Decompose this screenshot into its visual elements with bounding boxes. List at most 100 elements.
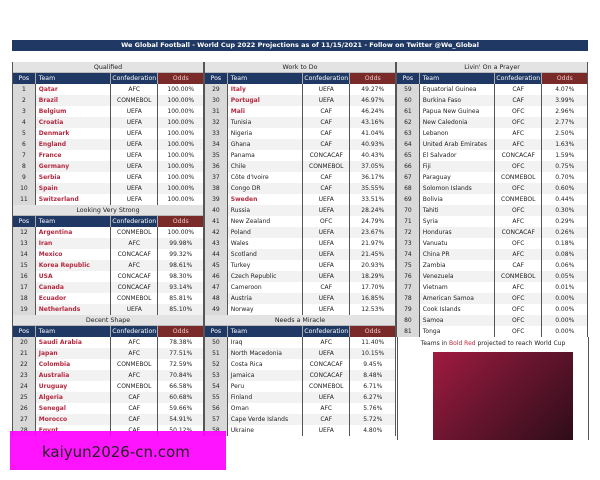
team-cell: Cameroon: [226, 282, 302, 293]
pos-cell: 24: [13, 381, 35, 392]
odds-cell: 41.04%: [349, 128, 395, 139]
odds-cell: 0.60%: [541, 183, 587, 194]
legend-note: Teams in Bold Red projected to reach Wor…: [397, 340, 589, 347]
confederation-cell: UEFA: [301, 238, 350, 249]
team-cell: Panama: [226, 150, 302, 161]
confederation-cell: AFC: [493, 282, 542, 293]
header-odds: Odds: [157, 216, 203, 227]
header-pos: Pos: [205, 326, 227, 337]
team-cell: Algeria: [34, 392, 110, 403]
odds-cell: 70.84%: [157, 370, 203, 381]
table-row: 21 Japan AFC 77.51%: [13, 348, 203, 359]
confederation-cell: UEFA: [109, 117, 158, 128]
table-row: 59 Equatorial Guinea CAF 4.07%: [397, 84, 587, 95]
odds-cell: 77.51%: [157, 348, 203, 359]
pos-cell: 25: [13, 392, 35, 403]
pos-cell: 51: [205, 348, 227, 359]
team-cell: Bolivia: [418, 194, 494, 205]
table-row: 46 Czech Republic UEFA 18.29%: [205, 271, 395, 282]
pos-cell: 3: [13, 106, 35, 117]
team-cell: Tunisia: [226, 117, 302, 128]
odds-cell: 100.00%: [157, 172, 203, 183]
team-cell: Tahiti: [418, 205, 494, 216]
table-row: 50 Iraq AFC 11.40%: [205, 337, 395, 348]
confederation-cell: CONCACAF: [109, 249, 158, 260]
table-row: 1 Qatar AFC 100.00%: [13, 84, 203, 95]
odds-cell: 72.59%: [157, 359, 203, 370]
odds-cell: 1.63%: [541, 139, 587, 150]
pos-cell: 57: [205, 414, 227, 425]
team-cell: American Samoa: [418, 293, 494, 304]
odds-cell: 59.66%: [157, 403, 203, 414]
table-row: 55 Finland UEFA 6.27%: [205, 392, 395, 403]
team-cell: Argentina: [34, 227, 110, 238]
team-cell: Ecuador: [34, 293, 110, 304]
pos-cell: 68: [397, 183, 419, 194]
confederation-cell: AFC: [109, 337, 158, 348]
table-row: 40 Russia UEFA 28.24%: [205, 205, 395, 216]
odds-cell: 0.44%: [541, 194, 587, 205]
pos-cell: 6: [13, 139, 35, 150]
pos-cell: 27: [13, 414, 35, 425]
team-cell: Solomon Islands: [418, 183, 494, 194]
odds-cell: 37.05%: [349, 161, 395, 172]
confederation-cell: CAF: [301, 414, 350, 425]
team-cell: Burkina Faso: [418, 95, 494, 106]
odds-cell: 100.00%: [157, 194, 203, 205]
confederation-cell: UEFA: [301, 84, 350, 95]
confederation-cell: AFC: [109, 370, 158, 381]
header-pos: Pos: [13, 326, 35, 337]
team-cell: Ukraine: [226, 425, 302, 436]
odds-cell: 2.77%: [541, 117, 587, 128]
confederation-cell: CAF: [301, 183, 350, 194]
confederation-cell: UEFA: [301, 293, 350, 304]
confederation-cell: CONMEBOL: [109, 381, 158, 392]
team-cell: New Zealand: [226, 216, 302, 227]
pos-cell: 14: [13, 249, 35, 260]
table-row: 60 Burkina Faso CAF 3.99%: [397, 95, 587, 106]
confederation-cell: CAF: [109, 392, 158, 403]
header-odds: Odds: [157, 326, 203, 337]
confederation-cell: OFC: [493, 238, 542, 249]
table-row: 53 Jamaica CONCACAF 8.48%: [205, 370, 395, 381]
header-pos: Pos: [13, 73, 35, 84]
odds-cell: 0.00%: [541, 304, 587, 315]
odds-cell: 10.15%: [349, 348, 395, 359]
odds-cell: 100.00%: [157, 84, 203, 95]
confederation-cell: OFC: [301, 216, 350, 227]
confederation-cell: CONCACAF: [301, 359, 350, 370]
pos-cell: 28: [13, 425, 35, 436]
odds-cell: 100.00%: [157, 95, 203, 106]
confederation-cell: UEFA: [109, 172, 158, 183]
pos-cell: 48: [205, 293, 227, 304]
confederation-cell: UEFA: [109, 128, 158, 139]
pos-cell: 17: [13, 282, 35, 293]
header-team: Team: [226, 73, 302, 84]
pos-cell: 72: [397, 227, 419, 238]
odds-cell: 1.59%: [541, 150, 587, 161]
header-team: Team: [226, 326, 302, 337]
note-frame: [397, 337, 589, 440]
pos-cell: 54: [205, 381, 227, 392]
team-cell: Poland: [226, 227, 302, 238]
team-cell: Samoa: [418, 315, 494, 326]
pos-cell: 81: [397, 326, 419, 337]
table-row: 66 Fiji OFC 0.75%: [397, 161, 587, 172]
header-confederation: Confederation: [109, 73, 158, 84]
confederation-cell: UEFA: [301, 271, 350, 282]
confederation-cell: CAF: [493, 84, 542, 95]
team-cell: USA: [34, 271, 110, 282]
confederation-cell: CAF: [493, 260, 542, 271]
odds-cell: 4.80%: [349, 425, 395, 436]
confederation-cell: CAF: [301, 128, 350, 139]
pos-cell: 2: [13, 95, 35, 106]
team-cell: Fiji: [418, 161, 494, 172]
odds-cell: 60.68%: [157, 392, 203, 403]
table-row: 70 Tahiti OFC 0.30%: [397, 205, 587, 216]
table-row: 65 El Salvador CONCACAF 1.59%: [397, 150, 587, 161]
pos-cell: 46: [205, 271, 227, 282]
header-team: Team: [34, 216, 110, 227]
team-cell: Denmark: [34, 128, 110, 139]
table-row: 39 Sweden UEFA 33.51%: [205, 194, 395, 205]
table-row: 26 Senegal CAF 59.66%: [13, 403, 203, 414]
